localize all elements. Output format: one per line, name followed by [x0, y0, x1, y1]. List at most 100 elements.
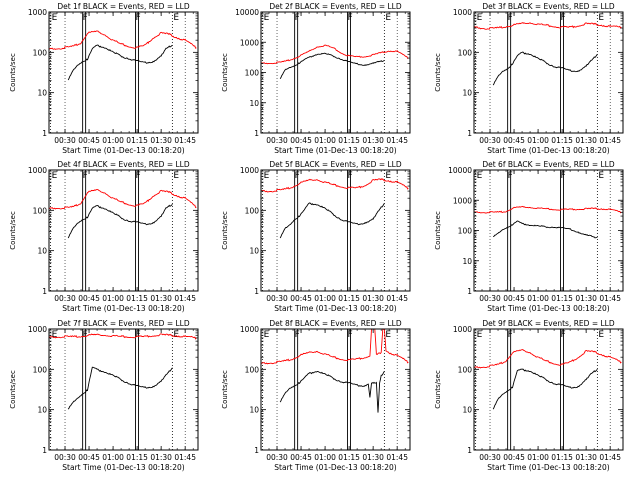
y-tick-label: 1 [467, 129, 472, 138]
marker-f-label: F [348, 13, 353, 23]
marker-f-label: F [295, 13, 300, 23]
x-axis-label: Start Time (01-Dec-13 00:18:20) [487, 463, 609, 472]
marker-f-label: F [508, 13, 513, 23]
marker-f-label: F [295, 171, 300, 181]
marker-e-label: E [52, 330, 58, 340]
y-tick-label: 10000 [448, 166, 472, 175]
x-tick-label: 00:30 [479, 294, 501, 303]
x-tick-label: 00:45 [503, 453, 525, 462]
marker-e-label: E [173, 171, 179, 181]
x-tick-label: 00:30 [266, 294, 288, 303]
marker-f-label: F [83, 171, 88, 181]
series-events-line [67, 204, 173, 239]
marker-e-label: E [385, 171, 391, 181]
x-tick-label: 00:30 [54, 453, 76, 462]
x-tick-label: 00:45 [503, 294, 525, 303]
series-events-line [279, 370, 385, 413]
y-tick-label: 1000 [240, 166, 259, 175]
y-tick-label: 10 [462, 406, 472, 415]
x-tick-label: 01:30 [150, 136, 172, 145]
plot-frame [48, 328, 199, 451]
marker-f-label: F [136, 171, 141, 181]
marker-f-label: F [83, 13, 88, 23]
x-tick-label: 01:45 [386, 136, 408, 145]
plot-frame [260, 169, 411, 292]
x-tick-label: 01:00 [527, 136, 549, 145]
plot-frame [48, 169, 199, 292]
y-tick-label: 100 [245, 69, 260, 78]
x-axis-label: Start Time (01-Dec-13 00:18:20) [274, 304, 396, 313]
x-tick-label: 01:00 [102, 294, 124, 303]
marker-e-label: E [385, 13, 391, 23]
y-axis-label: Counts/sec [434, 211, 442, 250]
marker-e-label: E [52, 171, 58, 181]
y-axis-label: Counts/sec [434, 53, 442, 92]
y-tick-label: 100 [245, 365, 260, 374]
marker-f-label: F [561, 171, 566, 181]
marker-e-label: E [52, 13, 58, 23]
y-axis-label: Counts/sec [221, 53, 229, 92]
series-events-line [67, 44, 173, 81]
y-tick-label: 1 [254, 287, 259, 296]
x-tick-label: 01:00 [102, 453, 124, 462]
marker-e-label: E [477, 330, 483, 340]
marker-f-label: F [136, 13, 141, 23]
plot-frame [473, 328, 624, 451]
x-tick-label: 01:15 [338, 453, 360, 462]
plot-frame [473, 11, 624, 134]
y-tick-label: 10 [37, 406, 47, 415]
series-events-line [492, 220, 598, 239]
x-tick-label: 01:45 [599, 453, 621, 462]
marker-f-label: F [561, 13, 566, 23]
x-axis-label: Start Time (01-Dec-13 00:18:20) [62, 146, 184, 155]
series-lld-line [260, 44, 409, 65]
detector-panel-8: Det 8f BLACK = Events, RED = LLD E E F F 1 10 1… [221, 319, 411, 472]
marker-e-label: E [385, 330, 391, 340]
detector-panel-6: Det 6f BLACK = Events, RED = LLD E E F F 1 10 1… [434, 160, 624, 313]
x-axis-label: Start Time (01-Dec-13 00:18:20) [62, 463, 184, 472]
series-events-line [279, 52, 385, 80]
plot-frame [473, 169, 624, 292]
x-tick-label: 01:30 [150, 453, 172, 462]
y-tick-label: 100 [458, 48, 473, 57]
x-tick-label: 00:30 [54, 294, 76, 303]
y-tick-label: 1 [254, 446, 259, 455]
y-axis-label: Counts/sec [221, 370, 229, 409]
y-axis-label: Counts/sec [9, 370, 17, 409]
y-tick-label: 1000 [28, 166, 47, 175]
marker-e-label: E [598, 171, 604, 181]
x-tick-label: 01:45 [599, 136, 621, 145]
x-tick-label: 00:45 [290, 294, 312, 303]
x-tick-label: 01:45 [174, 136, 196, 145]
x-axis-label: Start Time (01-Dec-13 00:18:20) [274, 146, 396, 155]
y-tick-label: 10 [37, 247, 47, 256]
series-lld-line [48, 333, 197, 340]
marker-e-label: E [264, 13, 270, 23]
x-tick-label: 01:00 [102, 136, 124, 145]
x-tick-label: 01:45 [174, 294, 196, 303]
y-tick-label: 10 [249, 247, 259, 256]
detector-panel-2: Det 2f BLACK = Events, RED = LLD E E F F 1 10 1… [221, 2, 411, 155]
y-axis-label: Counts/sec [9, 211, 17, 250]
series-events-line [492, 368, 598, 410]
y-tick-label: 10 [462, 257, 472, 266]
y-tick-label: 10 [249, 406, 259, 415]
series-lld-line [473, 205, 622, 214]
x-tick-label: 01:00 [527, 453, 549, 462]
x-axis-label: Start Time (01-Dec-13 00:18:20) [274, 463, 396, 472]
x-tick-label: 01:15 [551, 453, 573, 462]
x-tick-label: 00:30 [266, 453, 288, 462]
y-axis-label: Counts/sec [434, 370, 442, 409]
y-tick-label: 100 [458, 227, 473, 236]
series-events-line [492, 51, 598, 86]
marker-f-label: F [136, 330, 141, 340]
x-tick-label: 01:45 [386, 453, 408, 462]
marker-e-label: E [264, 330, 270, 340]
x-tick-label: 01:30 [362, 294, 384, 303]
detector-panel-7: Det 7f BLACK = Events, RED = LLD E E F F 1 10 1… [9, 319, 199, 472]
y-tick-label: 10000 [235, 8, 259, 17]
y-tick-label: 1 [42, 129, 47, 138]
x-tick-label: 01:45 [174, 453, 196, 462]
marker-f-label: F [295, 330, 300, 340]
y-tick-label: 1000 [453, 196, 472, 205]
